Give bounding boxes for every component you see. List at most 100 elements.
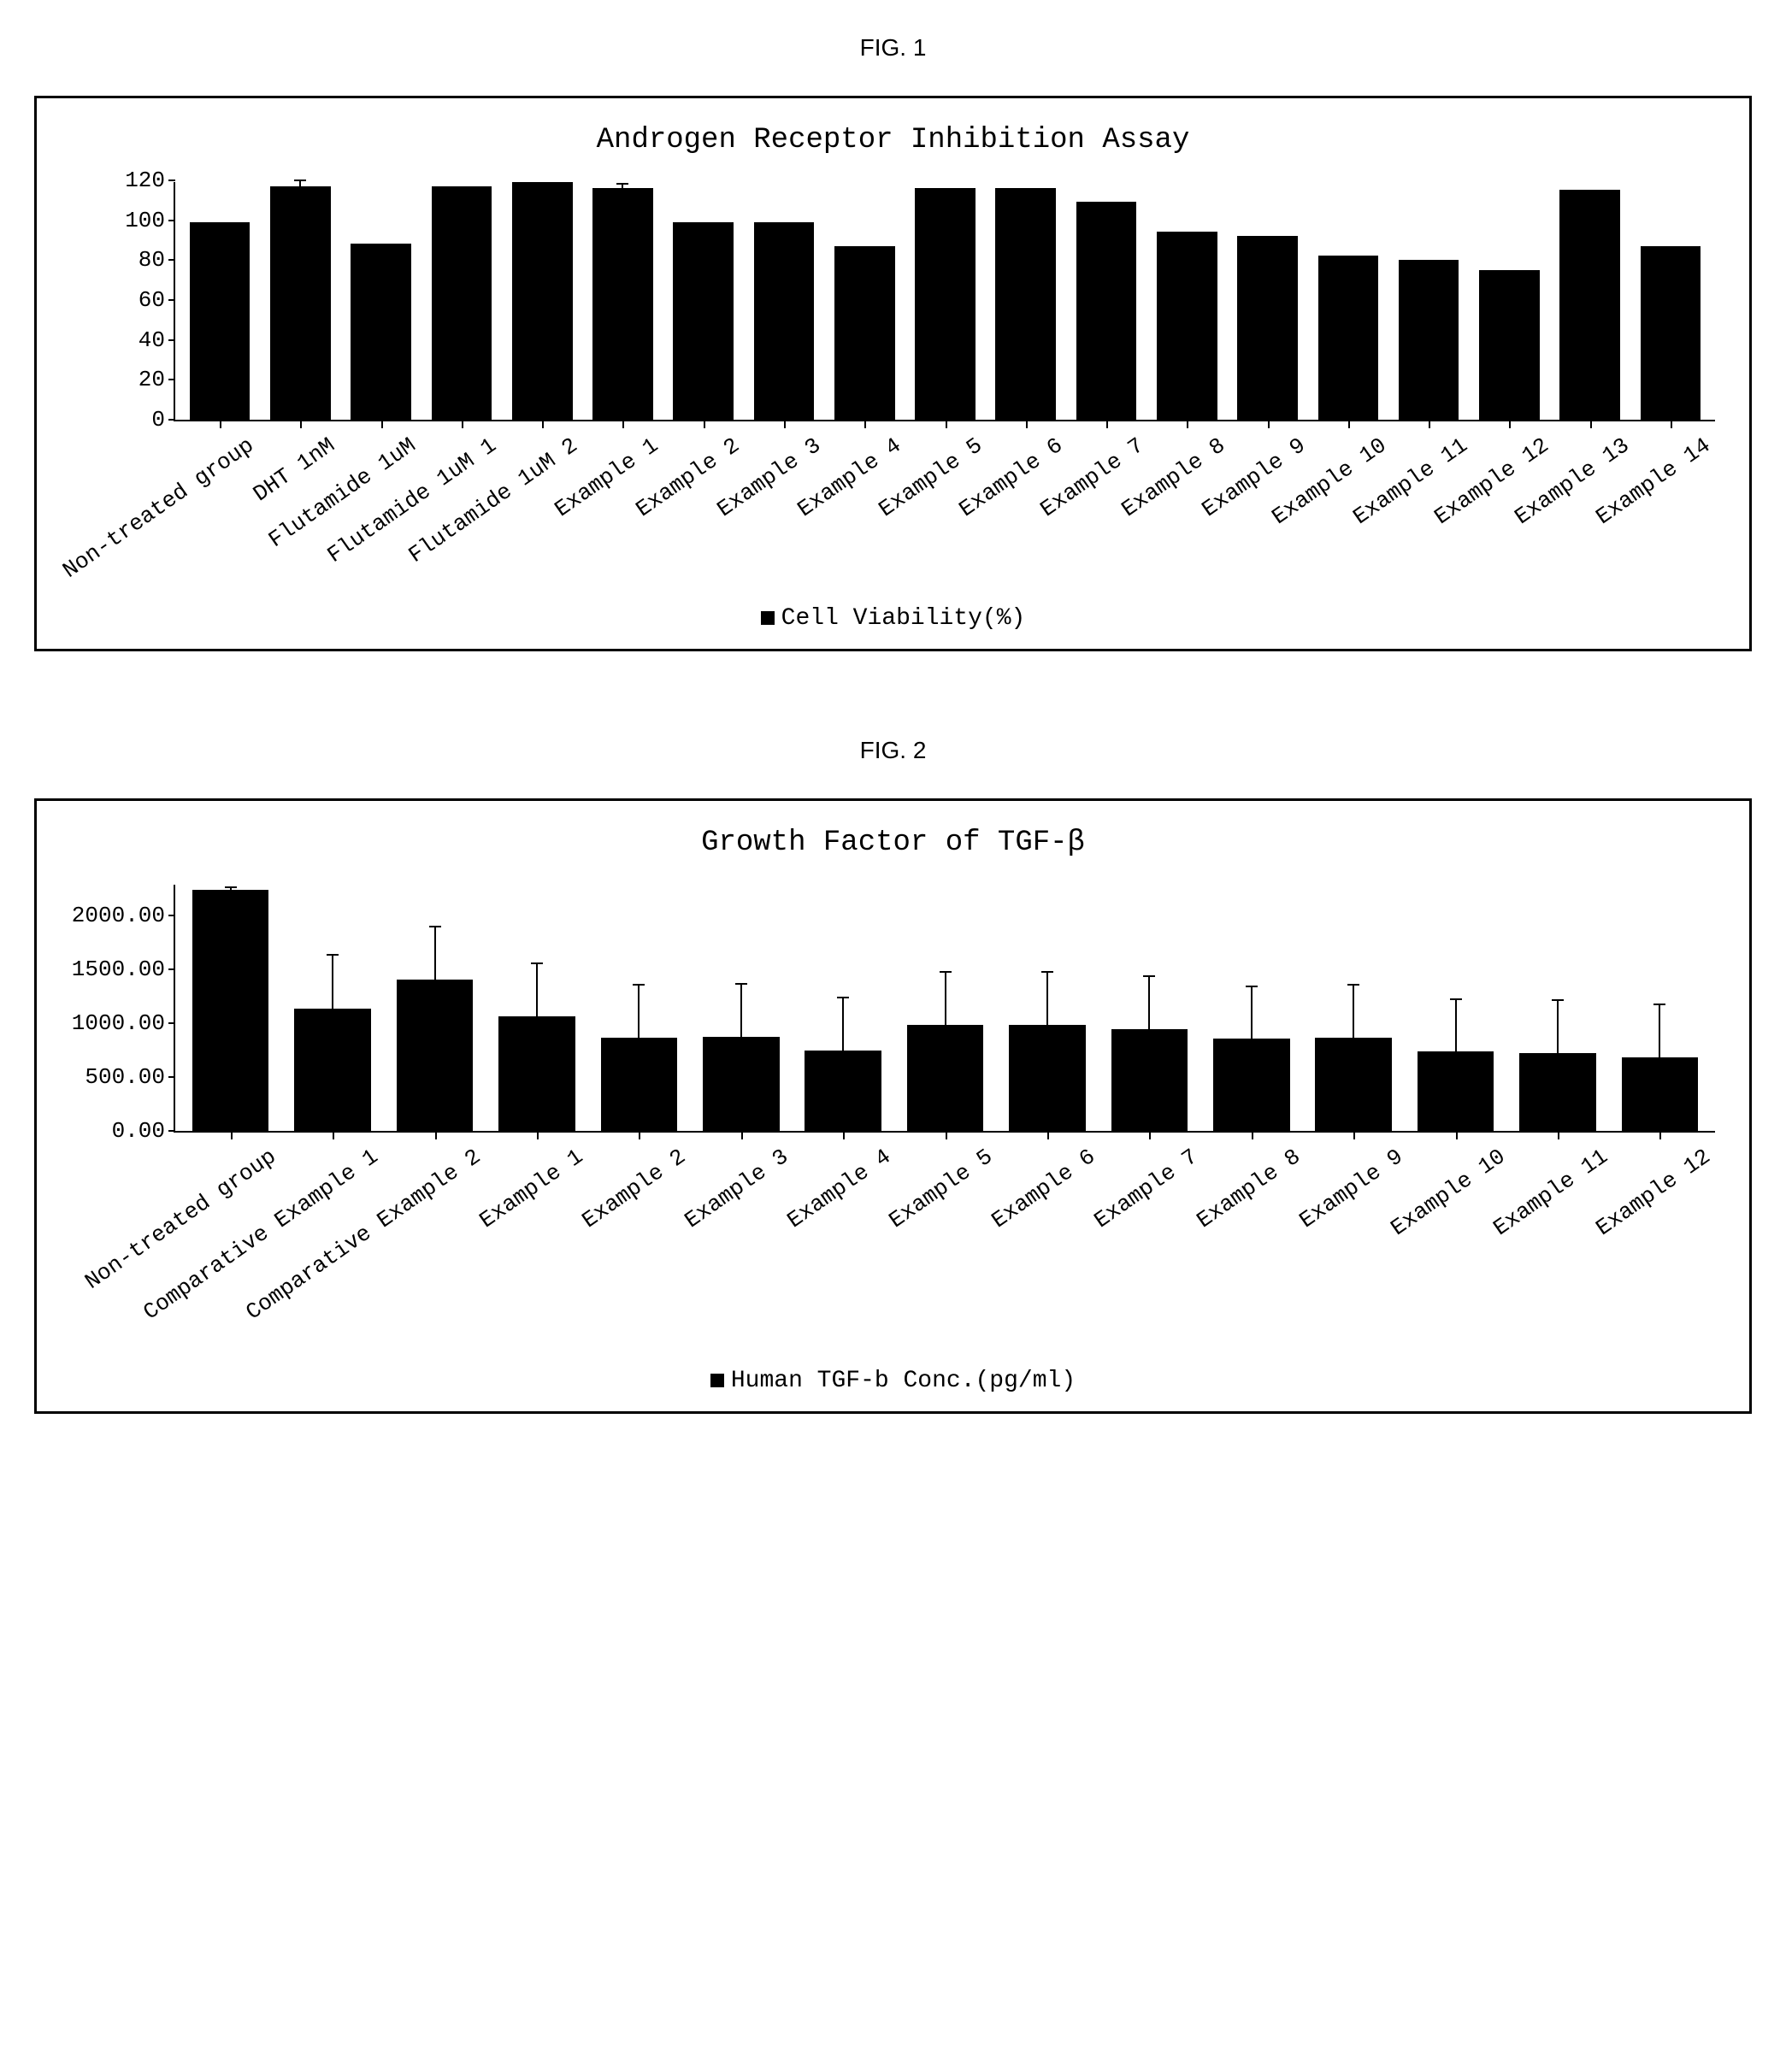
error-cap [429,926,441,927]
bar-group [281,885,383,1133]
bar [1559,190,1620,421]
bar [1622,1057,1699,1133]
bar-group [180,885,281,1133]
x-label: Example 8 [1199,1137,1301,1359]
bar-group [690,885,792,1133]
bar-group [1200,885,1302,1133]
chart-2-legend-text: Human TGF-b Conc.(pg/ml) [731,1368,1076,1394]
error-bar [1148,976,1150,1029]
error-bar [1046,972,1048,1025]
bar-group [588,885,690,1133]
bar [1399,260,1459,421]
bar-group [1550,182,1630,421]
x-label-text: Example 2 [577,1144,690,1233]
error-bar [740,984,742,1037]
figure-2-label: FIG. 2 [34,737,1752,764]
chart-1-box: Androgen Receptor Inhibition Assay 02040… [34,96,1752,651]
bar-group [421,182,502,421]
x-label-text: Example 11 [1488,1144,1612,1241]
y-tick-mark [168,259,175,261]
error-bar [332,955,333,1009]
x-label: Example 6 [993,1137,1096,1359]
bar [754,222,815,421]
x-label: Non-treated group [174,426,255,597]
figure-1-label: FIG. 1 [34,34,1752,62]
bar-group [1146,182,1227,421]
x-label: Example 3 [686,1137,788,1359]
x-label-text: Example 1 [474,1144,587,1233]
error-bar [434,927,436,980]
error-cap [1653,1004,1665,1005]
error-bar [1353,985,1354,1038]
bar-group [1388,182,1469,421]
chart-1-area: 020406080100120 [71,182,1715,421]
bar [592,188,653,421]
x-label: Example 11 [1506,1137,1608,1359]
y-tick-mark [168,915,175,916]
chart-2-xlabels: Non-treated groupComparative Example 1Co… [71,1137,1715,1359]
bar-group [1227,182,1307,421]
bar [805,1051,881,1133]
bar [834,246,895,421]
x-label-text: Example 6 [987,1144,1100,1233]
error-cap [1246,986,1258,987]
bar [1318,256,1379,421]
bar [1641,246,1701,421]
error-bar [1557,1000,1559,1053]
bar-group [180,182,260,421]
bar-group [1506,885,1608,1133]
bar [1076,202,1137,421]
error-cap [1450,998,1462,1000]
x-label: Example 7 [1096,1137,1199,1359]
bar [601,1038,678,1133]
error-bar [842,998,844,1051]
error-bar [1251,986,1253,1039]
chart-1-yaxis: 020406080100120 [71,182,174,421]
y-tick-mark [168,968,175,970]
error-bar [945,972,946,1025]
bar-group [894,885,996,1133]
chart-2-plot [174,885,1715,1133]
figure-2-container: FIG. 2 Growth Factor of TGF-β 0.00500.00… [34,737,1752,1414]
bar [907,1025,984,1133]
y-tick-label: 80 [139,247,165,273]
y-tick-mark [168,180,175,181]
y-tick-mark [168,1130,175,1132]
y-tick-label: 60 [139,287,165,313]
x-label: Example 14 [1630,426,1711,597]
bar-group [1630,182,1711,421]
x-label: Example 12 [1608,1137,1711,1359]
bar-group [582,182,663,421]
bar-group [1099,885,1200,1133]
chart-1-bars [175,182,1715,421]
bar [1157,232,1217,421]
bar-group [1308,182,1388,421]
x-label-text: Example 3 [680,1144,793,1233]
bar-group [384,885,486,1133]
error-cap [327,954,339,956]
error-cap [633,984,645,986]
y-tick-label: 1000.00 [72,1010,165,1036]
bar [498,1016,575,1133]
error-bar [1659,1004,1660,1057]
bar [673,222,734,421]
bar-group [792,885,893,1133]
chart-1-xlabels: Non-treated groupDHT 1nMFlutamide 1uMFlu… [71,426,1715,597]
x-label-text: Example 5 [885,1144,998,1233]
error-cap [735,983,747,985]
x-label-text: Example 7 [1090,1144,1203,1233]
x-label-text: Example 10 [1386,1144,1510,1241]
y-tick-label: 500.00 [85,1064,165,1090]
error-cap [531,962,543,964]
error-cap [1347,984,1359,986]
y-tick-label: 100 [125,208,165,233]
bar [1213,1039,1290,1133]
bar-group [1066,182,1146,421]
bar [703,1037,780,1133]
y-tick-mark [168,220,175,221]
error-bar [638,985,640,1038]
y-tick-mark [168,1022,175,1024]
error-cap [294,180,306,181]
y-tick-label: 20 [139,367,165,392]
chart-2-area: 0.00500.001000.001500.002000.00 [71,885,1715,1133]
